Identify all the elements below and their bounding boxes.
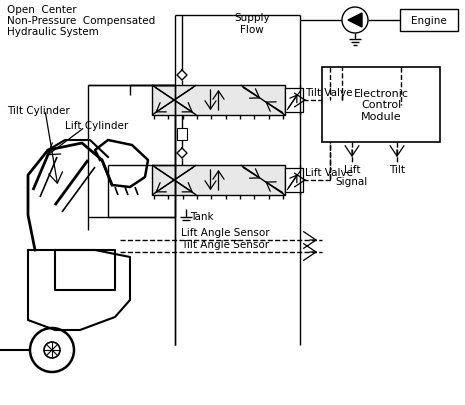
Circle shape (30, 328, 74, 372)
Bar (400, 10, 458, 32)
Text: Non-Pressure  Compensated: Non-Pressure Compensated (7, 16, 155, 26)
Text: Lift Angle Sensor: Lift Angle Sensor (181, 228, 269, 237)
Text: Tilt Angle Sensor: Tilt Angle Sensor (181, 239, 269, 249)
Circle shape (44, 342, 60, 358)
Text: Supply
Flow: Supply Flow (234, 13, 270, 34)
Bar (152, 86, 285, 116)
Text: Open  Center: Open Center (7, 5, 77, 15)
Text: Tilt Valve: Tilt Valve (305, 88, 352, 98)
Polygon shape (348, 14, 362, 28)
Bar (285, 89, 303, 113)
Text: Tilt: Tilt (389, 164, 405, 175)
Bar (322, 68, 440, 143)
Text: Engine: Engine (411, 16, 447, 26)
Circle shape (342, 8, 368, 34)
Text: Hydraulic System: Hydraulic System (7, 27, 99, 37)
Bar (177, 129, 187, 141)
Text: Lift Cylinder: Lift Cylinder (65, 121, 128, 131)
Text: Lift
Signal: Lift Signal (336, 164, 368, 186)
Text: Electronic
Control
Module: Electronic Control Module (353, 89, 408, 122)
Bar (152, 166, 285, 196)
Bar (285, 168, 303, 192)
Text: Tank: Tank (190, 211, 213, 222)
Text: Tilt Cylinder: Tilt Cylinder (7, 106, 70, 116)
Text: Lift Valve: Lift Valve (305, 168, 353, 177)
